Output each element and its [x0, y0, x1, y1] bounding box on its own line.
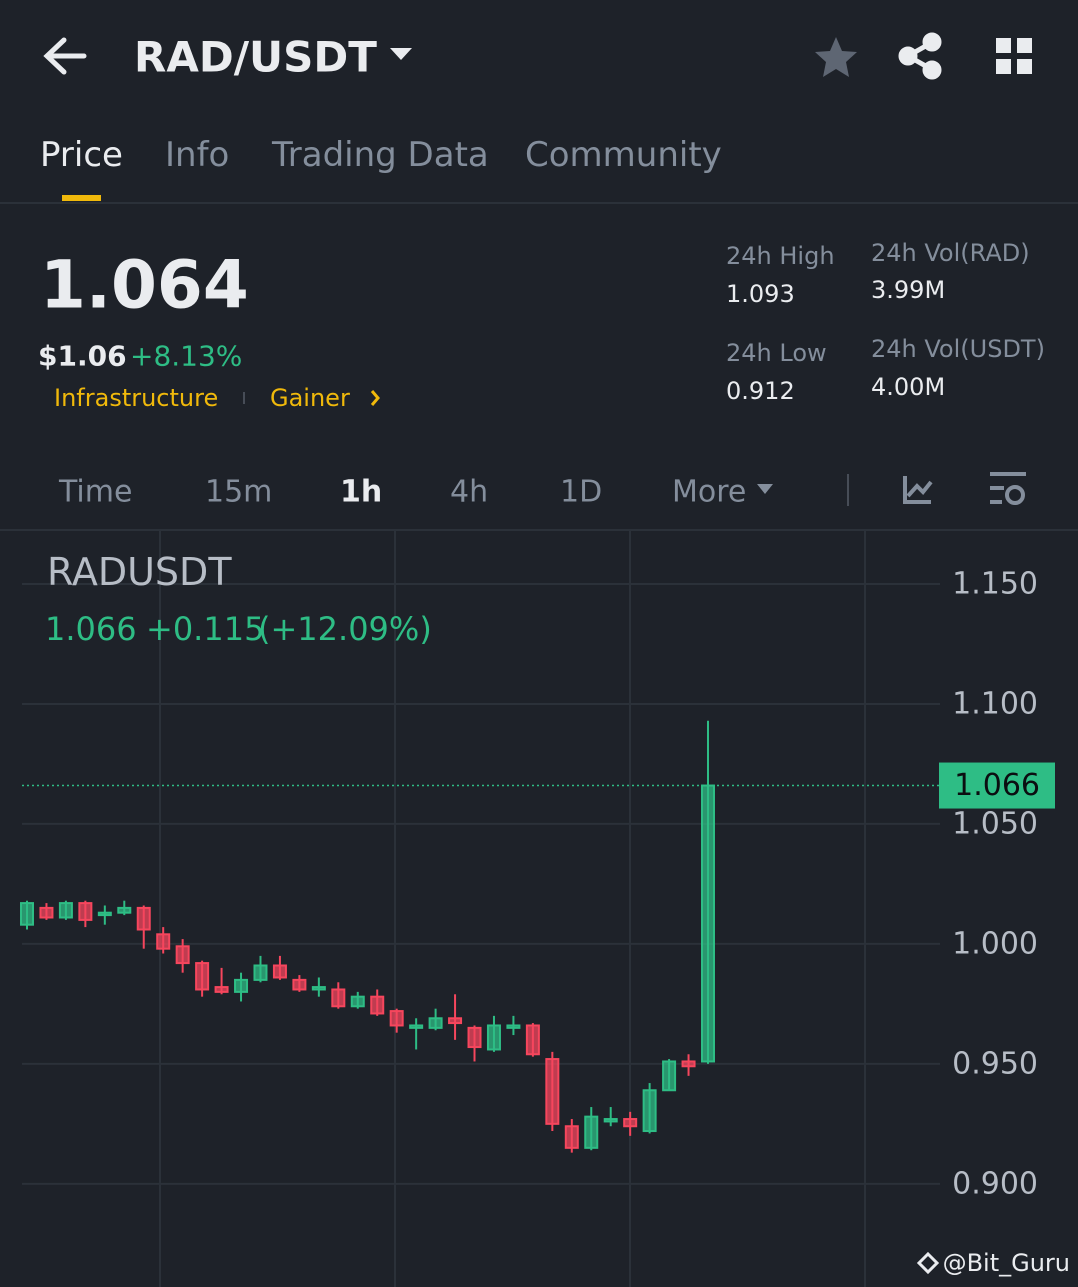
y-tick-label: 1.000: [952, 926, 1038, 961]
chart-change-pct: (+12.09%): [258, 610, 432, 648]
last-price-tag: [939, 762, 1055, 809]
candle-body: [409, 1024, 424, 1029]
back-arrow: [43, 37, 87, 75]
candle-body: [272, 964, 287, 979]
stat-label: 24h Low: [726, 339, 827, 367]
candle-body: [253, 964, 268, 981]
candle-body: [234, 978, 249, 993]
candle-body: [39, 906, 54, 919]
indicator-icon[interactable]: [903, 476, 933, 504]
tab[interactable]: Price: [40, 135, 123, 175]
stat-label: 24h Vol(USDT): [871, 335, 1045, 363]
candle-body: [681, 1060, 696, 1068]
candle-body: [564, 1125, 579, 1149]
stat-value: 0.912: [726, 377, 795, 405]
stat-label: 24h High: [726, 242, 835, 270]
chart-symbol: RADUSDT: [47, 550, 232, 594]
usd-price: $1.06: [38, 340, 127, 373]
candle-body: [603, 1118, 618, 1123]
candle-body: [292, 978, 307, 991]
tag[interactable]: Gainer: [270, 384, 350, 412]
pair-title[interactable]: RAD/USDT: [134, 33, 377, 82]
candle-body: [428, 1017, 443, 1029]
share-dot: [922, 60, 942, 80]
share-dot: [898, 46, 918, 66]
tag[interactable]: Infrastructure: [54, 384, 218, 412]
chart-change: +0.115: [146, 610, 264, 648]
candle-body: [662, 1060, 677, 1092]
grid-square: [1017, 38, 1032, 53]
tab-indicator: [62, 195, 101, 201]
candle-body: [58, 902, 73, 919]
stat-value: 3.99M: [871, 276, 945, 304]
candle-body: [156, 933, 171, 950]
interval[interactable]: More: [672, 475, 746, 510]
chart-last: 1.066: [45, 610, 137, 648]
share-icon[interactable]: [898, 32, 942, 80]
share-dot: [922, 32, 942, 52]
interval[interactable]: 1h: [340, 475, 382, 510]
tab[interactable]: Community: [525, 135, 722, 175]
candle-body: [195, 962, 210, 991]
tag-chevron: [370, 390, 380, 406]
candle-body: [136, 906, 151, 931]
candle-body: [331, 988, 346, 1008]
watermark: @Bit_Guru: [943, 1249, 1070, 1277]
candle-body: [642, 1089, 657, 1133]
candle-body: [78, 902, 93, 921]
grid-square: [996, 59, 1011, 74]
candle-body: [467, 1026, 482, 1049]
tab[interactable]: Trading Data: [271, 135, 489, 175]
candle-body: [701, 784, 715, 1063]
watermark-logo: [916, 1251, 940, 1275]
candle-body: [117, 906, 132, 914]
candle-body: [389, 1010, 404, 1027]
candle-body: [623, 1118, 638, 1128]
stat-value: 1.093: [726, 280, 795, 308]
y-tick-label: 0.950: [952, 1046, 1038, 1081]
y-tick-label: 1.050: [952, 806, 1038, 841]
tab[interactable]: Info: [165, 135, 229, 175]
pair-dropdown[interactable]: [390, 48, 412, 60]
candle-body: [175, 945, 190, 965]
y-tick-label: 0.900: [952, 1166, 1038, 1201]
interval[interactable]: Time: [58, 475, 132, 510]
candle-body: [350, 995, 365, 1008]
last-price-label: 1.066: [954, 768, 1040, 803]
last-price: 1.064: [40, 247, 249, 324]
interval[interactable]: 1D: [560, 475, 602, 510]
candle-body: [506, 1024, 521, 1029]
stat-label: 24h Vol(RAD): [871, 239, 1030, 267]
more-dropdown[interactable]: [757, 484, 773, 494]
candle-body: [525, 1024, 540, 1056]
grid-square: [1017, 59, 1032, 74]
candle-body: [97, 911, 112, 917]
favorite-icon[interactable]: [815, 37, 857, 77]
grid-menu-icon[interactable]: [996, 38, 1032, 74]
candle-body: [545, 1058, 560, 1125]
candle-body: [370, 995, 385, 1015]
settings-icon[interactable]: [990, 472, 1026, 505]
candle-body: [214, 986, 229, 993]
y-tick-label: 1.100: [952, 686, 1038, 721]
candlestick-chart: 1.150 1.100 1.050 1.000 0.950 0.900 1.066: [20, 530, 1055, 1287]
candle-body: [20, 902, 34, 926]
candle-body: [311, 986, 326, 991]
settings-lines: [990, 472, 1026, 504]
stat-value: 4.00M: [871, 373, 945, 401]
price-change: +8.13%: [130, 340, 242, 373]
interval[interactable]: 15m: [205, 475, 272, 510]
candle-body: [486, 1024, 501, 1051]
back-button[interactable]: [43, 37, 87, 75]
settings-gear: [1005, 485, 1025, 505]
interval[interactable]: 4h: [450, 475, 488, 510]
grid-square: [996, 38, 1011, 53]
candle-body: [448, 1017, 463, 1025]
y-tick-label: 1.150: [952, 566, 1038, 601]
candle-body: [584, 1115, 599, 1149]
